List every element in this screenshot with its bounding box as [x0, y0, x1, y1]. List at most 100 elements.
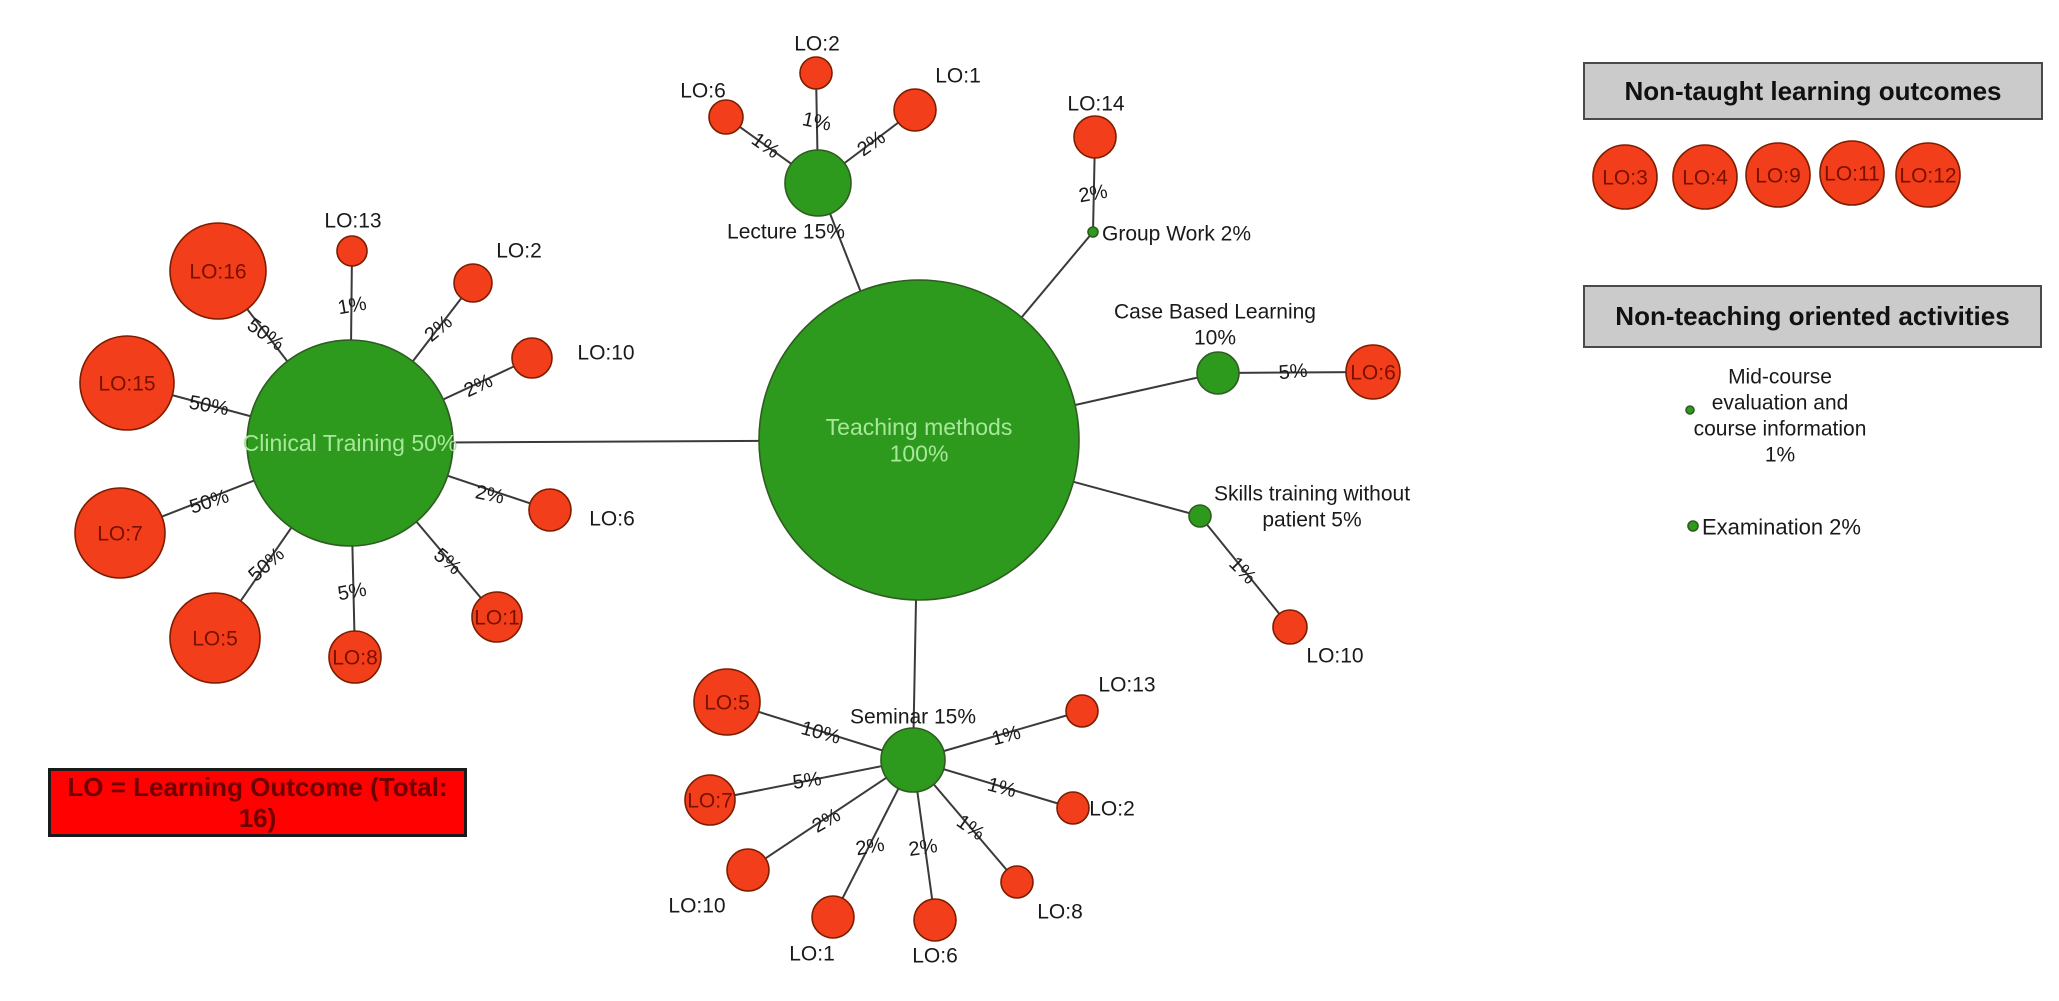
- node-case-based-learning-activity: [1196, 351, 1240, 395]
- lo-legend-box: LO = Learning Outcome (Total: 16): [48, 768, 467, 837]
- node-mid-course-evaluation-activity: [1685, 405, 1695, 415]
- edge-label-clinical-training--clinical-lo6: 2%: [473, 481, 506, 509]
- edge-label-clinical-training--clinical-lo10: 2%: [461, 370, 497, 402]
- node-label-skills-training: Skills training without patient 5%: [1214, 482, 1410, 531]
- edge-skills-training--skills-lo10: [1199, 515, 1291, 628]
- node-label-clinical-lo8: LO:8: [332, 646, 378, 669]
- node-nt-lo9-outcome: [1745, 142, 1811, 208]
- edge-label-seminar--seminar-lo8: 1%: [952, 811, 988, 846]
- node-seminar-lo1-outcome: [811, 895, 855, 939]
- node-label-nt-lo4: LO:4: [1682, 166, 1728, 189]
- edge-label-clinical-training--clinical-lo15: 50%: [187, 392, 230, 421]
- node-label-seminar-lo1: LO:1: [789, 942, 835, 965]
- non-taught-header: Non-taught learning outcomes: [1583, 62, 2043, 120]
- edge-label-seminar--seminar-lo13: 1%: [989, 722, 1023, 751]
- edge-seminar--seminar-lo10: [747, 759, 914, 871]
- node-label-lecture-lo2: LO:2: [794, 32, 840, 55]
- node-clinical-lo15-outcome: [79, 335, 175, 431]
- node-seminar-lo10-outcome: [726, 848, 770, 892]
- node-label-seminar: Seminar 15%: [850, 705, 976, 728]
- node-examination-activity: [1687, 520, 1699, 532]
- node-lecture-activity: [784, 149, 852, 217]
- node-clinical-lo7-outcome: [74, 487, 166, 579]
- node-label-seminar-lo5: LO:5: [704, 691, 750, 714]
- node-label-clinical-lo5: LO:5: [192, 627, 238, 650]
- node-lecture-lo2-outcome: [799, 56, 833, 90]
- node-label-seminar-lo10: LO:10: [668, 894, 725, 917]
- node-seminar-lo13-outcome: [1065, 694, 1099, 728]
- node-clinical-lo5-outcome: [169, 592, 261, 684]
- node-label-seminar-lo7: LO:7: [687, 789, 733, 812]
- node-label-clinical-lo7: LO:7: [97, 522, 143, 545]
- node-teaching-methods-activity: [758, 279, 1080, 601]
- node-clinical-lo16-outcome: [169, 222, 267, 320]
- edge-label-seminar--seminar-lo1: 2%: [854, 834, 887, 861]
- node-group-work-activity: [1087, 226, 1099, 238]
- node-label-lecture: Lecture 15%: [727, 220, 845, 243]
- edge-label-lecture--lecture-lo2: 1%: [800, 108, 833, 136]
- node-label-nt-lo11: LO:11: [1824, 162, 1880, 185]
- node-seminar-lo7-outcome: [684, 774, 736, 826]
- node-nt-lo4-outcome: [1672, 144, 1738, 210]
- node-label-seminar-lo6: LO:6: [912, 944, 958, 967]
- node-label-clinical-lo2: LO:2: [496, 239, 542, 262]
- node-lecture-lo1-outcome: [893, 88, 937, 132]
- node-cbl-lo6-outcome: [1345, 344, 1401, 400]
- node-label-nt-lo12: LO:12: [1899, 164, 1956, 187]
- node-nt-lo3-outcome: [1592, 144, 1658, 210]
- node-label-skills-lo10: LO:10: [1306, 644, 1363, 667]
- edge-label-seminar--seminar-lo6: 2%: [907, 835, 939, 861]
- node-label-clinical-lo10: LO:10: [577, 341, 634, 364]
- edge-label-seminar--seminar-lo7: 5%: [791, 768, 823, 794]
- node-clinical-lo13-outcome: [336, 235, 368, 267]
- node-lecture-lo6-outcome: [708, 99, 744, 135]
- node-clinical-lo2-outcome: [453, 263, 493, 303]
- node-label-case-based-learning: Case Based Learning 10%: [1114, 300, 1316, 349]
- node-label-clinical-training: Clinical Training 50%: [243, 430, 458, 456]
- node-clinical-lo6-outcome: [528, 488, 572, 532]
- edge-label-lecture--lecture-lo1: 2%: [853, 126, 889, 161]
- edge-label-group-work--groupwork-lo14: 2%: [1077, 181, 1110, 208]
- node-seminar-lo2-outcome: [1056, 791, 1090, 825]
- node-label-seminar-lo13: LO:13: [1098, 673, 1155, 696]
- edge-label-seminar--seminar-lo2: 1%: [985, 774, 1019, 803]
- edge-label-seminar--seminar-lo5: 10%: [799, 717, 844, 749]
- node-clinical-lo10-outcome: [511, 337, 553, 379]
- edge-label-clinical-training--clinical-lo2: 2%: [421, 311, 457, 347]
- node-label-groupwork-lo14: LO:14: [1067, 92, 1125, 115]
- node-nt-lo12-outcome: [1895, 142, 1961, 208]
- edge-label-clinical-training--clinical-lo16: 50%: [243, 314, 288, 355]
- node-label-lecture-lo1: LO:1: [935, 64, 981, 87]
- edge-label-clinical-training--clinical-lo8: 5%: [336, 579, 369, 606]
- node-label-nt-lo3: LO:3: [1602, 166, 1648, 189]
- node-seminar-lo6-outcome: [913, 898, 957, 942]
- non-teaching-header: Non-teaching oriented activities: [1583, 285, 2042, 348]
- node-groupwork-lo14-outcome: [1073, 115, 1117, 159]
- node-seminar-lo5-outcome: [693, 668, 761, 736]
- node-label-clinical-lo15: LO:15: [98, 372, 155, 395]
- node-label-teaching-methods: Teaching methods 100%: [826, 414, 1013, 466]
- node-nt-lo11-outcome: [1819, 140, 1885, 206]
- node-label-examination: Examination 2%: [1702, 515, 1861, 540]
- edge-label-case-based-learning--cbl-lo6: 5%: [1278, 360, 1309, 384]
- node-skills-training-activity: [1188, 504, 1212, 528]
- node-label-cbl-lo6: LO:6: [1350, 361, 1396, 384]
- node-clinical-lo1-outcome: [471, 591, 523, 643]
- node-label-clinical-lo6: LO:6: [589, 507, 635, 530]
- node-label-seminar-lo8: LO:8: [1037, 900, 1083, 923]
- edge-label-clinical-training--clinical-lo13: 1%: [336, 293, 369, 320]
- node-clinical-lo8-outcome: [328, 630, 382, 684]
- edge-seminar--seminar-lo7: [709, 759, 914, 801]
- node-clinical-training-activity: [246, 339, 454, 547]
- node-label-nt-lo9: LO:9: [1755, 164, 1801, 187]
- node-label-mid-course-evaluation: Mid-course evaluation and course informati…: [1694, 365, 1867, 466]
- node-label-clinical-lo13: LO:13: [324, 209, 381, 232]
- edge-label-clinical-training--clinical-lo5: 50%: [244, 543, 289, 586]
- node-label-clinical-lo16: LO:16: [189, 260, 246, 283]
- node-skills-lo10-outcome: [1272, 609, 1308, 645]
- edge-label-lecture--lecture-lo6: 1%: [747, 129, 783, 164]
- node-label-group-work: Group Work 2%: [1102, 222, 1251, 245]
- node-label-seminar-lo2: LO:2: [1089, 797, 1135, 820]
- edge-label-clinical-training--clinical-lo7: 50%: [187, 485, 232, 518]
